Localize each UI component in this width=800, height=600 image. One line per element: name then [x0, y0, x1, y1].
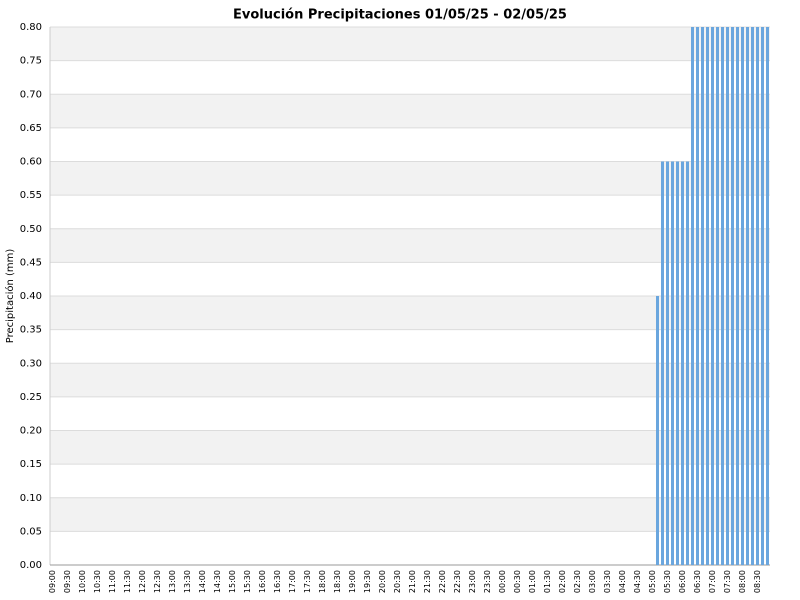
x-tick-label: 04:00 [618, 570, 627, 593]
x-tick-label: 06:00 [678, 570, 687, 593]
bar [666, 161, 669, 565]
chart-title: Evolución Precipitaciones 01/05/25 - 02/… [233, 8, 567, 23]
x-tick-label: 16:30 [273, 570, 282, 593]
bar [721, 27, 724, 565]
x-tick-label: 14:00 [198, 570, 207, 593]
x-tick-label: 07:30 [723, 570, 732, 593]
x-tick-label: 03:00 [588, 570, 597, 593]
y-tick-label: 0.70 [20, 89, 42, 100]
x-tick-label: 22:30 [453, 570, 462, 593]
y-tick-label: 0.40 [20, 291, 42, 302]
x-tick-label: 17:30 [303, 570, 312, 593]
y-tick-label: 0.25 [20, 392, 42, 403]
bar [751, 27, 754, 565]
x-tick-label: 21:00 [408, 570, 417, 593]
x-tick-label: 13:30 [183, 570, 192, 593]
x-tick-label: 10:00 [78, 570, 87, 593]
y-tick-label: 0.75 [20, 56, 42, 67]
y-axis-label: Precipitación (mm) [4, 249, 16, 344]
bar [681, 161, 684, 565]
x-tick-label: 21:30 [423, 570, 432, 593]
grid-band [50, 27, 770, 61]
bar [701, 27, 704, 565]
y-tick-label: 0.65 [20, 123, 42, 134]
x-tick-label: 00:30 [513, 570, 522, 593]
x-tick-label: 15:00 [228, 570, 237, 593]
bar [726, 27, 729, 565]
bar [686, 161, 689, 565]
x-tick-label: 10:30 [93, 570, 102, 593]
x-tick-label: 08:00 [738, 570, 747, 593]
x-tick-label: 15:30 [243, 570, 252, 593]
grid-band [50, 228, 770, 263]
y-tick-label: 0.50 [20, 224, 42, 235]
x-tick-label: 11:30 [123, 570, 132, 593]
x-tick-label: 19:30 [363, 570, 372, 593]
y-tick-label: 0.80 [20, 22, 42, 33]
bar [656, 296, 659, 565]
bar [741, 27, 744, 565]
bar [711, 27, 714, 565]
x-tick-label: 01:00 [528, 570, 537, 593]
bar [766, 27, 769, 565]
bar [661, 161, 664, 565]
y-tick-label: 0.60 [20, 157, 42, 168]
y-tick-label: 0.55 [20, 190, 42, 201]
x-tick-label: 19:00 [348, 570, 357, 593]
x-tick-label: 12:00 [138, 570, 147, 593]
y-tick-label: 0.20 [20, 426, 42, 437]
y-tick-label: 0.00 [20, 560, 42, 571]
bar [716, 27, 719, 565]
y-tick-label: 0.45 [20, 257, 42, 268]
x-tick-label: 01:30 [543, 570, 552, 593]
x-tick-label: 06:30 [693, 570, 702, 593]
grid-band [50, 94, 770, 128]
x-tick-label: 12:30 [153, 570, 162, 593]
bar [706, 27, 709, 565]
bar [676, 161, 679, 565]
bar [761, 27, 764, 565]
y-tick-label: 0.15 [20, 459, 42, 470]
x-tick-label: 16:00 [258, 570, 267, 593]
grid-band [50, 296, 770, 330]
x-tick-label: 17:00 [288, 570, 297, 593]
x-tick-label: 00:00 [498, 570, 507, 593]
y-tick-label: 0.10 [20, 493, 42, 504]
grid-band [50, 161, 770, 196]
bar [731, 27, 734, 565]
grid-band [50, 363, 770, 397]
grid-band [50, 497, 770, 532]
x-tick-label: 08:30 [753, 570, 762, 593]
x-tick-label: 05:00 [648, 570, 657, 593]
x-tick-label: 07:00 [708, 570, 717, 593]
x-tick-label: 02:00 [558, 570, 567, 593]
bar [746, 27, 749, 565]
bar [756, 27, 759, 565]
bar [696, 27, 699, 565]
bar [736, 27, 739, 565]
x-tick-label: 13:00 [168, 570, 177, 593]
x-tick-label: 23:00 [468, 570, 477, 593]
x-tick-label: 02:30 [573, 570, 582, 593]
x-tick-label: 03:30 [603, 570, 612, 593]
x-tick-label: 04:30 [633, 570, 642, 593]
grid-band [50, 430, 770, 465]
x-tick-label: 18:00 [318, 570, 327, 593]
x-tick-label: 11:00 [108, 570, 117, 593]
x-tick-label: 20:00 [378, 570, 387, 593]
x-tick-label: 22:00 [438, 570, 447, 593]
bar [691, 27, 694, 565]
x-tick-label: 18:30 [333, 570, 342, 593]
y-tick-label: 0.05 [20, 526, 42, 537]
x-tick-label: 20:30 [393, 570, 402, 593]
x-tick-label: 05:30 [663, 570, 672, 593]
x-tick-label: 14:30 [213, 570, 222, 593]
y-tick-label: 0.35 [20, 325, 42, 336]
x-tick-label: 09:00 [48, 570, 57, 593]
x-tick-label: 23:30 [483, 570, 492, 593]
x-tick-label: 09:30 [63, 570, 72, 593]
y-tick-label: 0.30 [20, 358, 42, 369]
bar [671, 161, 674, 565]
